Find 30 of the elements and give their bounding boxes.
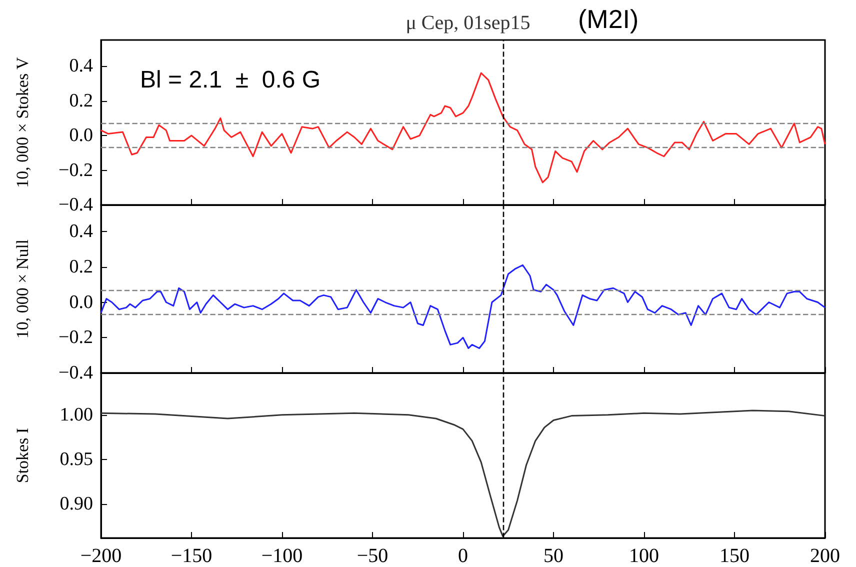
x-tick-label: 150 [720, 545, 750, 567]
y-tick-label: −0.2 [58, 327, 93, 348]
chart-title: μ Cep, 01sep15 [406, 12, 530, 34]
y-axis-title: 10, 000 × Null [13, 239, 32, 339]
y-axis-title: 10, 000 × Stokes V [13, 56, 32, 188]
x-tick-label: 100 [629, 545, 659, 567]
y-tick-label: 1.00 [60, 404, 93, 426]
x-tick-label: −200 [80, 545, 122, 567]
x-tick-label: −150 [170, 545, 212, 567]
x-tick-label: 200 [810, 545, 840, 567]
y-tick-label: 0.4 [69, 56, 94, 77]
y-tick-label: 0.90 [60, 494, 93, 515]
y-tick-label: 0.0 [69, 125, 93, 146]
x-tick-label: −50 [356, 545, 388, 567]
y-tick-label: 0.0 [69, 292, 93, 313]
line-series [100, 264, 826, 349]
y-tick-label: 0.95 [60, 449, 93, 470]
x-tick-label: 0 [458, 545, 468, 567]
y-tick-label: 0.2 [69, 90, 93, 112]
y-axis-title: Stokes I [13, 428, 32, 484]
annotation: Bl = 2.1 ± 0.6 G [140, 66, 321, 94]
y-tick-label: −0.4 [58, 362, 94, 384]
x-tick-label: 50 [544, 545, 564, 567]
y-tick-label: 0.2 [69, 256, 93, 278]
line-series [100, 72, 826, 184]
text: (M2I) [578, 4, 639, 34]
y-tick-label: −0.2 [58, 160, 93, 181]
y-tick-label: 0.4 [69, 221, 94, 242]
x-tick-label: −100 [261, 545, 303, 567]
y-tick-label: −0.4 [58, 194, 94, 216]
